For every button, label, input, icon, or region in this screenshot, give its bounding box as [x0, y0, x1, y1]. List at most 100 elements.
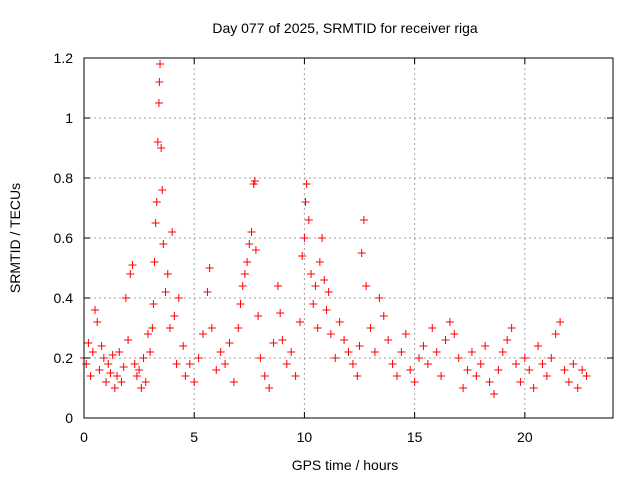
data-point	[485, 378, 494, 386]
y-tick-label: 0	[65, 410, 73, 426]
data-point	[311, 282, 320, 290]
data-point	[137, 384, 146, 392]
data-point	[148, 324, 157, 332]
data-point	[229, 378, 238, 386]
y-tick-label: 0.6	[54, 230, 74, 246]
data-point	[108, 351, 117, 359]
y-axis-ticks: 0 0.2 0.4 0.6 0.8 1 1.2	[54, 50, 613, 426]
data-point	[397, 348, 406, 356]
data-point	[472, 372, 481, 380]
data-point	[117, 378, 126, 386]
data-point	[529, 384, 538, 392]
data-point	[534, 342, 543, 350]
data-point	[410, 378, 419, 386]
x-tick-label: 20	[517, 429, 533, 445]
data-point	[234, 324, 243, 332]
data-point	[119, 363, 128, 371]
data-point	[300, 234, 309, 242]
data-point	[115, 348, 124, 356]
data-point	[152, 198, 161, 206]
data-point	[254, 312, 263, 320]
data-point	[102, 378, 111, 386]
data-point	[203, 288, 212, 296]
y-tick-label: 1	[65, 110, 73, 126]
data-point	[154, 99, 163, 107]
data-point	[498, 348, 507, 356]
data-point	[415, 354, 424, 362]
data-point	[156, 60, 165, 68]
data-point	[185, 360, 194, 368]
data-point	[199, 330, 208, 338]
data-point	[355, 342, 364, 350]
data-point	[243, 258, 252, 266]
data-point	[359, 216, 368, 224]
data-point	[143, 330, 152, 338]
data-point	[207, 324, 216, 332]
data-point	[221, 360, 230, 368]
data-point	[165, 324, 174, 332]
data-point	[135, 366, 144, 374]
data-point	[225, 339, 234, 347]
data-point	[331, 354, 340, 362]
data-point	[560, 366, 569, 374]
data-point	[459, 384, 468, 392]
data-point	[269, 339, 278, 347]
data-point	[298, 252, 307, 260]
data-point	[163, 270, 172, 278]
data-point	[282, 360, 291, 368]
data-point	[494, 366, 503, 374]
chart-title: Day 077 of 2025, SRMTID for receiver rig…	[212, 20, 478, 36]
x-tick-label: 15	[407, 429, 423, 445]
data-point	[507, 324, 516, 332]
data-point	[503, 336, 512, 344]
data-point	[582, 372, 591, 380]
data-point	[313, 324, 322, 332]
data-point	[247, 228, 256, 236]
data-point	[181, 372, 190, 380]
data-point	[174, 294, 183, 302]
x-tick-label: 0	[80, 429, 88, 445]
data-point	[159, 240, 168, 248]
data-point	[95, 366, 104, 374]
data-point	[340, 336, 349, 344]
data-point	[375, 294, 384, 302]
data-point	[384, 336, 393, 344]
data-point	[130, 360, 139, 368]
data-point	[392, 372, 401, 380]
data-point	[388, 360, 397, 368]
data-point	[170, 312, 179, 320]
data-point	[124, 336, 133, 344]
data-point	[251, 246, 260, 254]
data-point	[569, 360, 578, 368]
data-point	[296, 318, 305, 326]
data-point	[128, 261, 137, 269]
data-point	[126, 270, 135, 278]
data-point	[454, 354, 463, 362]
data-point	[141, 378, 150, 386]
data-point	[265, 384, 274, 392]
data-point	[463, 366, 472, 374]
data-point	[304, 216, 313, 224]
data-point	[406, 366, 415, 374]
data-point	[578, 366, 587, 374]
data-point	[104, 360, 113, 368]
x-axis-label: GPS time / hours	[292, 457, 399, 473]
x-axis-ticks: 0 5 10 15 20	[80, 58, 533, 445]
data-point	[287, 348, 296, 356]
data-point	[245, 240, 254, 248]
y-tick-label: 0.2	[54, 350, 74, 366]
data-point	[151, 219, 160, 227]
data-point	[476, 360, 485, 368]
data-point	[150, 258, 159, 266]
data-point	[91, 306, 100, 314]
y-tick-label: 1.2	[54, 50, 74, 66]
data-point	[419, 342, 428, 350]
data-point	[326, 330, 335, 338]
data-point	[445, 318, 454, 326]
data-point	[132, 372, 141, 380]
data-point	[366, 324, 375, 332]
data-point	[353, 372, 362, 380]
data-point	[121, 294, 130, 302]
